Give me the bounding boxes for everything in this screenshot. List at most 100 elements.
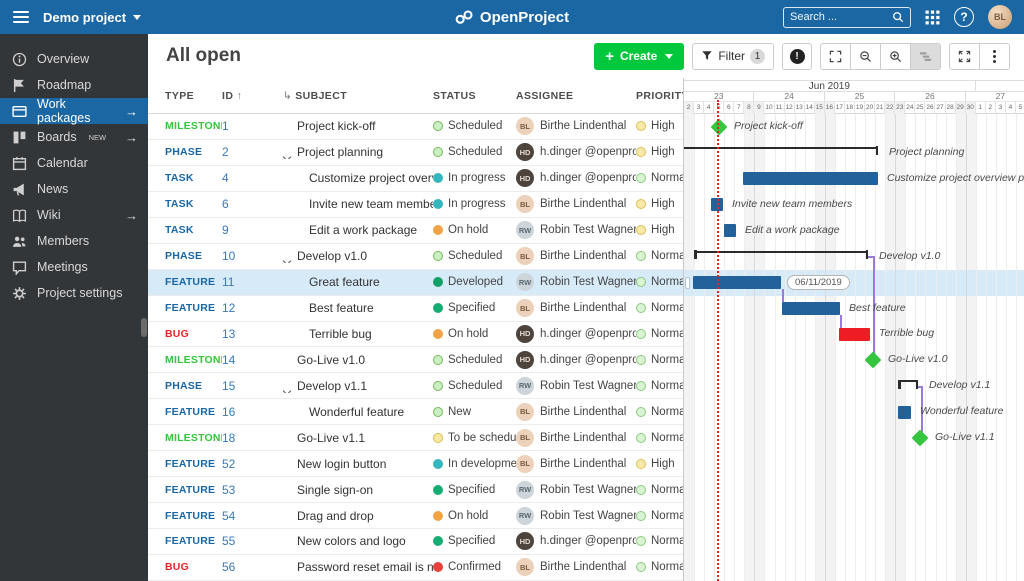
gantt-task-bar[interactable] — [743, 172, 878, 186]
work-package-id-link[interactable]: 56 — [222, 560, 236, 575]
work-package-id-link[interactable]: 12 — [222, 301, 236, 316]
gantt-today-line — [717, 100, 719, 581]
table-row[interactable]: PHASE 15 Develop v1.1 Scheduled RW Robin Test… — [148, 373, 683, 400]
column-header-subject[interactable]: ↳ SUBJECT — [283, 89, 348, 102]
sidebar-collapse-handle[interactable] — [141, 318, 147, 337]
info-button[interactable]: ! — [782, 42, 812, 70]
work-package-id-link[interactable]: 6 — [222, 197, 229, 212]
table-row[interactable]: PHASE 10 Develop v1.0 Scheduled BL Birthe Lin… — [148, 244, 683, 270]
table-row[interactable]: FEATURE 55 New colors and logo Specified HD h… — [148, 529, 683, 555]
sidebar-item-calendar[interactable]: Calendar — [0, 150, 148, 176]
table-row[interactable]: TASK 6 Invite new team members In progress B… — [148, 192, 683, 218]
column-header-priority[interactable]: PRIORITY — [636, 89, 689, 102]
table-row[interactable]: BUG 13 Terrible bug On hold HD h.dinger @open… — [148, 322, 683, 348]
column-header-id[interactable]: ID ↑ — [222, 89, 243, 102]
work-package-id-link[interactable]: 13 — [222, 326, 236, 341]
gantt-bar-label: Best feature — [849, 301, 906, 314]
zoom-in-icon — [890, 50, 902, 62]
sidebar-item-wiki[interactable]: Wiki → — [0, 202, 148, 228]
table-row[interactable]: TASK 4 Customize project overvie... In prog… — [148, 166, 683, 192]
user-avatar[interactable]: BL — [988, 5, 1012, 29]
work-package-id-link[interactable]: 52 — [222, 456, 236, 471]
gantt-task-bar[interactable] — [724, 224, 736, 238]
assignee-cell: BL Birthe Lindenthal — [516, 117, 636, 136]
column-header-status[interactable]: STATUS — [433, 89, 476, 102]
type-label: BUG — [165, 327, 189, 340]
gantt-weekend-column — [824, 114, 835, 581]
sidebar-item-label: Roadmap — [37, 78, 92, 92]
work-package-id-link[interactable]: 1 — [222, 119, 229, 134]
table-row[interactable]: BUG 56 Password reset email is not se... Co… — [148, 555, 683, 581]
work-package-id-link[interactable]: 15 — [222, 378, 236, 393]
work-package-id-link[interactable]: 2 — [222, 145, 229, 160]
gantt-task-bar[interactable] — [898, 405, 911, 419]
search-box[interactable] — [783, 6, 911, 28]
zoom-out-button[interactable] — [850, 42, 881, 70]
gantt-task-bar[interactable] — [839, 327, 870, 341]
forward-arrow-icon[interactable]: → — [125, 129, 138, 145]
sidebar-item-overview[interactable]: Overview — [0, 46, 148, 72]
work-package-id-link[interactable]: 16 — [222, 404, 236, 419]
sidebar-item-project-settings[interactable]: Project settings — [0, 280, 148, 306]
forward-arrow-icon[interactable]: → — [125, 207, 138, 223]
gantt-day-label: 14 — [804, 101, 815, 114]
sidebar-item-boards[interactable]: Boards NEW → — [0, 124, 148, 150]
work-package-id-link[interactable]: 9 — [222, 223, 229, 238]
menu-icon[interactable] — [13, 11, 29, 23]
filter-button[interactable]: Filter 1 — [692, 42, 774, 70]
gantt-phase-bar[interactable] — [898, 379, 918, 389]
sidebar-item-news[interactable]: News — [0, 176, 148, 202]
table-row[interactable]: FEATURE 54 Drag and drop On hold RW Robin Tes… — [148, 503, 683, 529]
table-row[interactable]: PHASE 2 Project planning Scheduled HD h.dinge… — [148, 140, 683, 166]
column-header-type[interactable]: TYPE — [165, 89, 195, 102]
table-row[interactable]: FEATURE 12 Best feature Specified BL Birthe L… — [148, 296, 683, 322]
work-package-id-link[interactable]: 53 — [222, 482, 236, 497]
gantt-phase-bar[interactable] — [684, 146, 878, 156]
collapse-chevron-icon[interactable] — [283, 153, 292, 160]
assignee-cell: HD h.dinger @openproje... — [516, 169, 636, 188]
sidebar-item-members[interactable]: Members — [0, 228, 148, 254]
work-package-id-link[interactable]: 54 — [222, 508, 236, 523]
table-row[interactable]: FEATURE 16 Wonderful feature New BL Birthe Li… — [148, 399, 683, 426]
project-menu[interactable]: Demo project — [43, 10, 142, 25]
zoom-in-button[interactable] — [880, 42, 911, 70]
table-row[interactable]: FEATURE 53 Single sign-on Specified RW Robin … — [148, 477, 683, 504]
gantt-milestone[interactable] — [864, 351, 882, 369]
gantt-task-bar[interactable] — [782, 302, 840, 316]
work-package-id-link[interactable]: 18 — [222, 430, 236, 445]
fullscreen-button[interactable] — [820, 42, 851, 70]
forward-arrow-icon[interactable]: → — [125, 103, 138, 119]
collapse-chevron-icon[interactable] — [283, 386, 292, 393]
work-package-id-link[interactable]: 14 — [222, 352, 236, 367]
overview-icon — [12, 52, 27, 67]
expand-all-button[interactable] — [949, 42, 980, 70]
help-icon[interactable]: ? — [954, 7, 974, 27]
table-row[interactable]: TASK 9 Edit a work package On hold RW Robin T… — [148, 218, 683, 244]
gantt-drag-handle[interactable] — [685, 276, 690, 289]
sidebar-item-work-packages[interactable]: Work packages → — [0, 97, 148, 125]
gantt-gridline — [875, 114, 877, 581]
gantt-task-bar[interactable] — [693, 276, 781, 290]
work-package-id-link[interactable]: 10 — [222, 249, 236, 264]
gantt-gridline — [885, 114, 887, 581]
apps-grid-icon[interactable] — [925, 10, 940, 25]
subject-cell: Develop v1.0 — [283, 249, 433, 264]
work-package-id-link[interactable]: 55 — [222, 534, 236, 549]
table-row[interactable]: FEATURE 11 Great feature Developed RW Robin T… — [148, 269, 683, 296]
work-package-id-link[interactable]: 4 — [222, 171, 229, 186]
collapse-chevron-icon[interactable] — [283, 256, 292, 264]
sidebar-item-meetings[interactable]: Meetings — [0, 254, 148, 280]
more-options-button[interactable] — [979, 42, 1010, 70]
sidebar-item-roadmap[interactable]: Roadmap — [0, 72, 148, 98]
gantt-phase-bar[interactable] — [694, 250, 868, 260]
table-row[interactable]: MILESTONE 14 Go-Live v1.0 Scheduled HD h.ding… — [148, 347, 683, 374]
work-package-id-link[interactable]: 11 — [222, 275, 235, 290]
gantt-toggle-button[interactable] — [910, 42, 941, 70]
column-header-assignee[interactable]: ASSIGNEE — [516, 89, 574, 102]
create-button[interactable]: + Create — [594, 42, 685, 70]
table-row[interactable]: MILESTONE 1 Project kick-off Scheduled BL Bir… — [148, 114, 683, 140]
type-label: FEATURE — [165, 535, 216, 548]
search-input[interactable] — [790, 11, 892, 23]
